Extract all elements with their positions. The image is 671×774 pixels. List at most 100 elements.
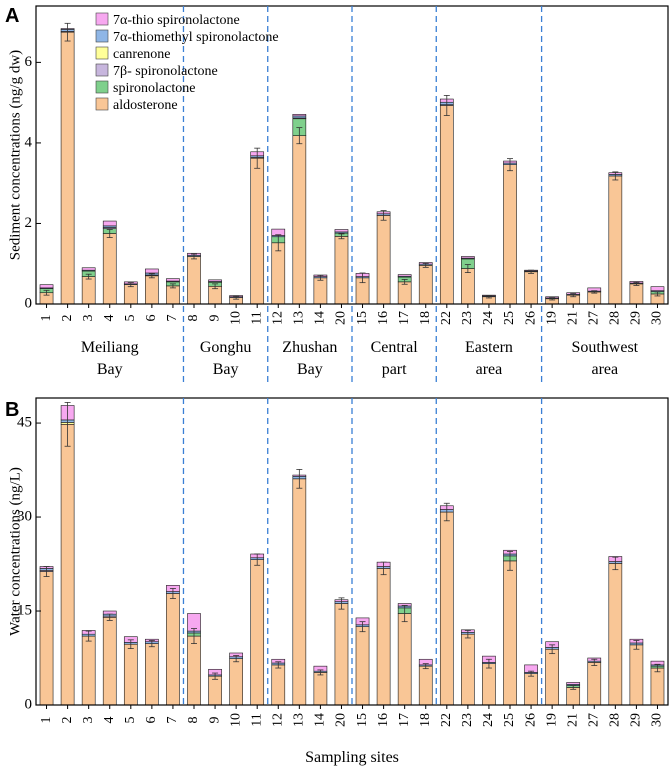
x-tick-label: 29 (629, 713, 644, 727)
bar-segment-aldosterone (503, 164, 517, 305)
x-tick-label: 19 (544, 713, 559, 727)
bar-segment-aldosterone (461, 633, 475, 706)
x-tick-label: 30 (650, 713, 665, 727)
x-tick-label: 5 (123, 315, 138, 322)
bar-segment-aldosterone (376, 568, 391, 706)
bar-segment-aldosterone (123, 643, 138, 706)
bar-segment-7a_thio (81, 267, 96, 271)
x-tick-label: 11 (249, 311, 264, 324)
x-tick-label: 18 (418, 311, 433, 325)
bar-segment-aldosterone (292, 478, 307, 706)
y-tick-label: 0 (25, 295, 33, 311)
x-tick-label: 3 (81, 717, 96, 724)
y-axis-label: Water concentrations (ng/L) (7, 467, 23, 636)
x-tick-label: 7 (165, 717, 180, 724)
legend-swatch-7a_thiomethyl (95, 29, 109, 43)
y-tick-label: 6 (25, 54, 33, 70)
x-tick-label: 2 (60, 315, 75, 322)
group-label: Central part (371, 339, 419, 378)
y-tick-label: 30 (17, 508, 32, 524)
x-tick-label: 1 (39, 315, 54, 322)
bar-segment-aldosterone (60, 424, 75, 706)
bar-segment-aldosterone (123, 284, 138, 305)
bar-segment-7a_thio (334, 229, 349, 233)
panel-letter: B (5, 399, 19, 421)
bar-segment-aldosterone (355, 626, 370, 706)
x-tick-label: 5 (123, 717, 138, 724)
bar-segment-aldosterone (313, 672, 328, 706)
bar-segment-7a_thio (292, 114, 307, 117)
x-tick-label: 24 (481, 311, 496, 325)
x-tick-label: 9 (207, 717, 222, 724)
x-tick-label: 22 (439, 311, 454, 325)
x-tick-label: 29 (629, 311, 644, 325)
x-tick-label: 17 (397, 311, 412, 325)
bar-segment-aldosterone (250, 157, 265, 305)
bar-segment-aldosterone (187, 635, 201, 706)
bar-segment-aldosterone (439, 511, 454, 706)
x-tick-label: 20 (334, 713, 349, 727)
x-tick-label: 24 (481, 713, 496, 727)
bar-segment-7a_thio (39, 284, 54, 289)
y-tick-label: 4 (25, 134, 33, 150)
bar-segment-aldosterone (229, 658, 243, 706)
x-tick-label: 13 (292, 311, 307, 325)
bar-segment-aldosterone (271, 664, 286, 706)
bar-segment-aldosterone (439, 105, 454, 305)
x-tick-label: 16 (376, 713, 391, 727)
bar-segment-aldosterone (376, 215, 391, 305)
legend-label: 7β- spironolactone (113, 64, 218, 79)
bar-segment-aldosterone (145, 275, 159, 305)
bar-segment-aldosterone (292, 135, 307, 305)
bar-segment-7a_thio (145, 268, 159, 274)
panel-b: B1 2 3 4 5 6 7 8 9 10 11 12 13 14 20 15 16 17 18 22 23 24 25 26… (5, 397, 669, 766)
y-tick-label: 0 (25, 696, 33, 712)
bar-segment-aldosterone (503, 560, 517, 706)
legend-label: canrenone (113, 47, 171, 62)
group-label: Eastern area (465, 339, 513, 378)
y-tick-label: 15 (17, 602, 32, 618)
x-tick-label: 4 (102, 315, 117, 322)
x-tick-label: 25 (502, 713, 517, 727)
group-label: Zhushan Bay (282, 339, 337, 378)
y-tick-label: 2 (25, 215, 33, 231)
bar-segment-aldosterone (271, 242, 286, 305)
x-tick-label: 3 (81, 315, 96, 322)
bar-segment-aldosterone (650, 667, 665, 706)
bar-segment-aldosterone (208, 675, 222, 706)
bar-segment-7a_thio (650, 286, 665, 292)
group-label: Gonghu Bay (200, 339, 252, 378)
bar-segment-aldosterone (250, 559, 265, 706)
legend: 7α-thio spironolactone 7α-thiomethyl spir… (95, 12, 279, 113)
bar-segment-aldosterone (587, 291, 602, 305)
x-tick-label: 13 (292, 713, 307, 727)
bar-segment-7a_thio (102, 610, 117, 615)
bar-segment-aldosterone (102, 616, 117, 706)
y-axis-label: Sediment concentrations (ng/g dw) (7, 50, 23, 260)
x-tick-label: 14 (313, 311, 328, 325)
x-tick-label: 23 (460, 713, 475, 727)
x-tick-label: 26 (523, 311, 538, 325)
legend-label: 7α-thiomethyl spironolactone (113, 30, 279, 45)
legend-label: aldosterone (113, 98, 178, 113)
x-tick-label: 1 (39, 717, 54, 724)
bar-segment-aldosterone (102, 233, 117, 305)
x-tick-label: 11 (249, 713, 264, 726)
x-tick-label: 9 (207, 315, 222, 322)
x-tick-label: 10 (228, 713, 243, 727)
x-tick-label: 12 (270, 713, 285, 727)
x-tick-label: 12 (270, 311, 285, 325)
bar-segment-7a_thio (208, 279, 222, 282)
panel-a: A1 2 3 4 5 6 7 8 9 10 11 12 13 14 20 15 16 17 18 22 23 24 25 26… (5, 5, 669, 386)
bar-segment-7a_thio (102, 220, 117, 227)
x-tick-label: 15 (355, 713, 370, 727)
x-tick-label: 28 (608, 311, 623, 325)
bar-segment-aldosterone (81, 276, 96, 305)
bar-segment-aldosterone (60, 31, 75, 305)
x-tick-label: 7 (165, 315, 180, 322)
bar-segment-aldosterone (334, 603, 349, 706)
x-tick-label: 17 (397, 713, 412, 727)
x-tick-label: 6 (144, 315, 159, 322)
x-tick-label: 21 (565, 311, 580, 325)
